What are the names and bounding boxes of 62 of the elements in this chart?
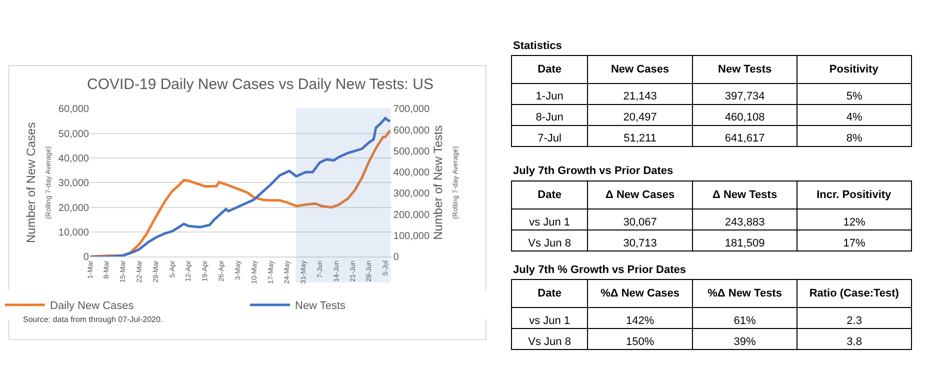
text: 5% [846, 90, 862, 103]
text: 8% [846, 132, 862, 145]
category-label: Positivity [829, 63, 880, 76]
text: 21,143 [623, 90, 657, 103]
text: 61% [734, 314, 756, 327]
text: 30,713 [623, 237, 657, 250]
text: 4% [846, 112, 862, 124]
y2-tick-label: 0 [393, 252, 400, 264]
text: vs Jun 1 [529, 314, 570, 327]
legend-label: New Tests [295, 300, 346, 312]
y2-tick-label: 100,000 [393, 231, 430, 242]
text: 39% [734, 336, 756, 348]
y2-tick-label: 300,000 [393, 188, 430, 200]
text: Statistics [513, 40, 562, 52]
y-tick-label: 0 [83, 252, 90, 264]
category-label: New Tests [718, 63, 772, 76]
text: 20,497 [623, 112, 657, 124]
category-label: Ratio (Case:Test) [809, 288, 900, 300]
text: 243,883 [724, 216, 765, 228]
text: 8-Jun [536, 112, 564, 124]
text: 142% [626, 314, 654, 327]
y-tick-label: 20,000 [58, 202, 90, 214]
text: 1-Jun [536, 90, 564, 103]
category-label: Δ New Tests [712, 189, 778, 202]
text: 181,509 [724, 237, 765, 250]
text: July 7th Growth vs Prior Dates [513, 165, 674, 177]
text: 460,108 [724, 112, 765, 124]
text: Vs Jun 8 [528, 237, 571, 250]
text: 7-Jul [538, 132, 562, 145]
text: vs Jun 1 [529, 216, 570, 228]
category-label: Date [538, 189, 562, 202]
category-label: Date [538, 63, 562, 76]
category-label: %Δ New Tests [708, 288, 782, 300]
y-tick-label: 10,000 [58, 228, 90, 239]
source-note: Source: data from through 07-Jul-2020. [23, 315, 163, 324]
text: 12% [843, 216, 866, 228]
text: 2.3 [846, 314, 862, 327]
text: 3.8 [846, 336, 862, 348]
y2-tick-label: 600,000 [393, 125, 430, 136]
y-tick-label: 40,000 [58, 153, 90, 164]
text: 30,067 [623, 216, 657, 228]
text: July 7th % Growth vs Prior Dates [513, 264, 686, 276]
category-label: New Cases [610, 63, 670, 76]
y2-tick-label: 400,000 [393, 168, 430, 179]
y2-tick-label: 500,000 [393, 146, 430, 158]
text: 397,734 [724, 90, 765, 103]
chart-title: COVID-19 Daily New Cases vs Daily New Tests: US [87, 76, 434, 93]
category-label: Date [538, 288, 562, 300]
text: 17% [843, 237, 866, 250]
text: 150% [626, 336, 654, 348]
y2-tick-label: 700,000 [393, 104, 430, 116]
y-tick-label: 50,000 [58, 128, 90, 140]
y2-tick-label: 200,000 [393, 210, 430, 221]
category-label: Δ New Cases [606, 189, 675, 202]
category-label: %Δ New Cases [600, 288, 680, 300]
y-tick-label: 60,000 [58, 104, 90, 116]
y-tick-label: 30,000 [58, 178, 90, 190]
text: Vs Jun 8 [528, 336, 571, 348]
text: 641,617 [724, 132, 765, 145]
text: 51,211 [624, 132, 656, 145]
legend-label: Daily New Cases [50, 300, 134, 312]
category-label: Incr. Positivity [816, 189, 892, 202]
